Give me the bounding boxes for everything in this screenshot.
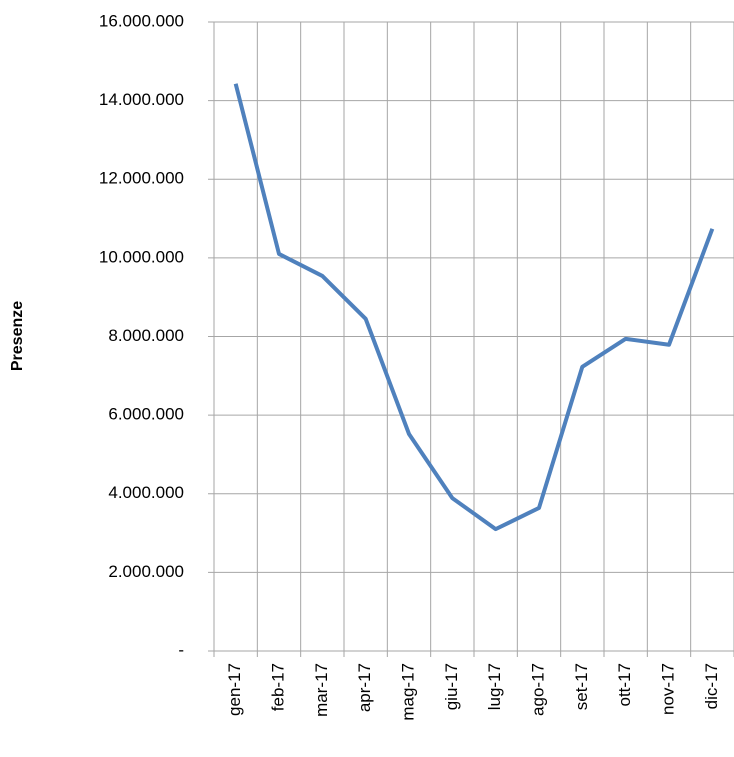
x-tick-label: lug-17 bbox=[485, 663, 504, 710]
x-tick-label: ago-17 bbox=[528, 663, 547, 716]
y-tick-label: 14.000.000 bbox=[99, 90, 184, 109]
y-tick-label: 6.000.000 bbox=[108, 405, 184, 424]
x-tick-label: set-17 bbox=[572, 663, 591, 710]
y-tick-label: 12.000.000 bbox=[99, 169, 184, 188]
y-tick-label: 8.000.000 bbox=[108, 326, 184, 345]
x-tick-label: ott-17 bbox=[615, 663, 634, 706]
y-tick-label: 10.000.000 bbox=[99, 247, 184, 266]
x-tick-label: dic-17 bbox=[702, 663, 721, 709]
line bbox=[233, 83, 715, 532]
x-tick-label: mag-17 bbox=[398, 663, 417, 721]
x-tick-label: gen-17 bbox=[225, 663, 244, 716]
x-tick-label: giu-17 bbox=[442, 663, 461, 710]
y-tick-label: 16.000.000 bbox=[99, 11, 184, 30]
x-tick-label: apr-17 bbox=[355, 663, 374, 712]
y-tick-label: - bbox=[178, 640, 184, 659]
y-axis-label: Presenze bbox=[9, 301, 26, 371]
x-tick-label: nov-17 bbox=[658, 663, 677, 715]
y-tick-label: 4.000.000 bbox=[108, 483, 184, 502]
x-tick-label: mar-17 bbox=[312, 663, 331, 717]
y-tick-label: 2.000.000 bbox=[108, 562, 184, 581]
x-tick-label: feb-17 bbox=[268, 663, 287, 711]
